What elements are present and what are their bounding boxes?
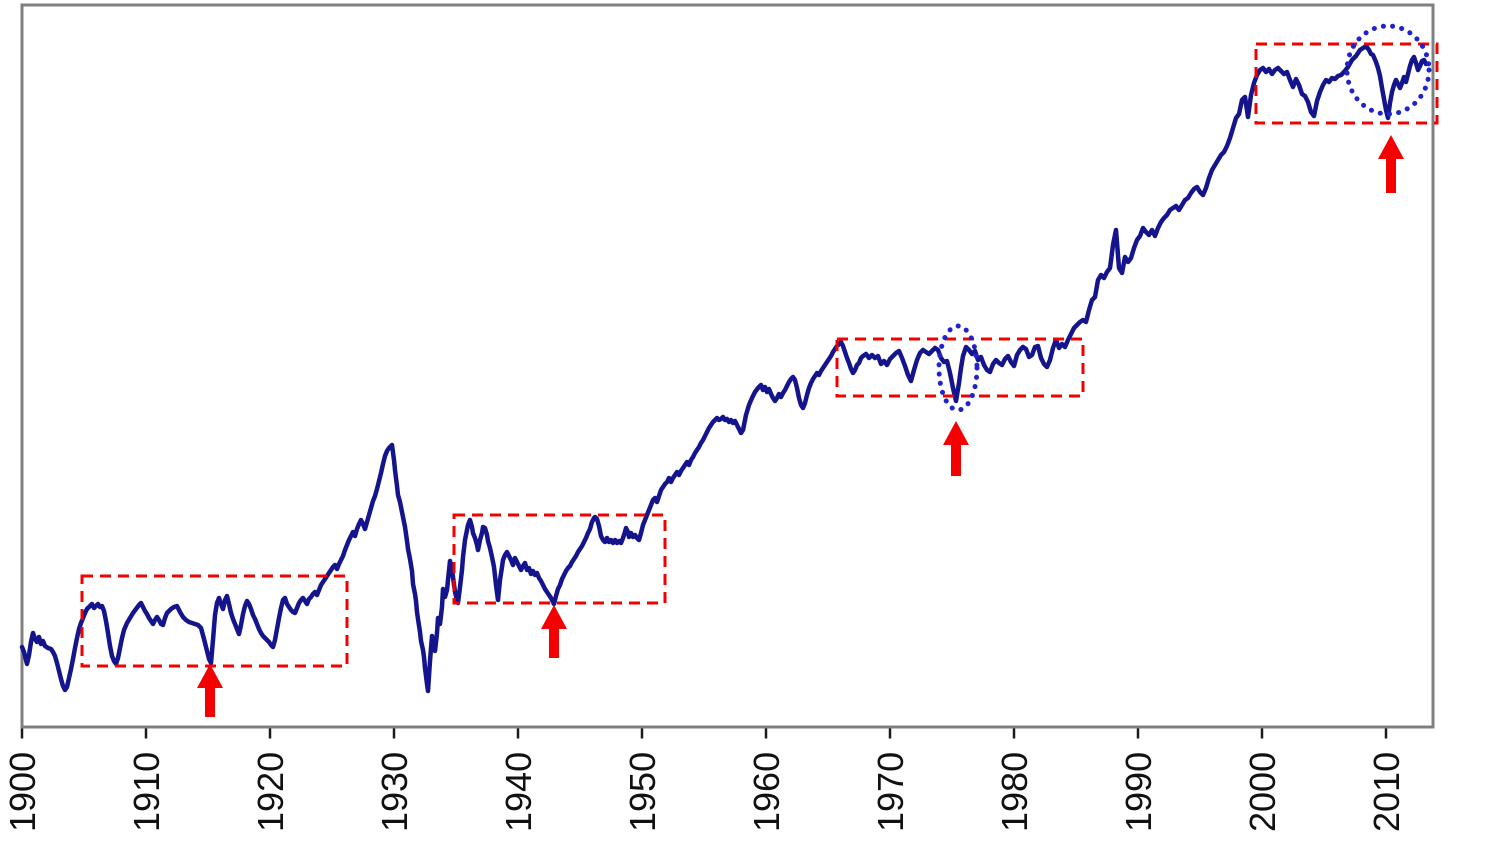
up-arrow-1 [197,664,223,717]
x-axis-label: 1900 [2,752,43,832]
up-arrow-3 [943,421,969,476]
x-axis-label: 1940 [498,752,539,832]
x-axis-label: 2010 [1366,752,1407,832]
index-line [19,43,1429,694]
dashed-box-2 [452,513,667,605]
plot-frame [20,3,1435,729]
dashed-box-1 [80,574,349,668]
x-axis-label: 1970 [870,752,911,832]
dashed-box-3 [835,337,1085,398]
dotted-ellipse-1 [936,323,980,413]
x-axis-label: 1980 [994,752,1035,832]
dashed-box-4 [1254,42,1439,125]
x-axis-label: 1960 [746,752,787,832]
x-axis-label: 1920 [250,752,291,832]
x-axis-label: 1950 [622,752,663,832]
up-arrow-4 [1378,135,1404,193]
x-axis-label: 2000 [1242,752,1283,832]
x-axis-label: 1990 [1118,752,1159,832]
dotted-ellipse-2 [1344,23,1432,117]
x-axis-label: 1910 [126,752,167,832]
up-arrow-2 [541,605,567,658]
x-axis-label: 1930 [374,752,415,832]
